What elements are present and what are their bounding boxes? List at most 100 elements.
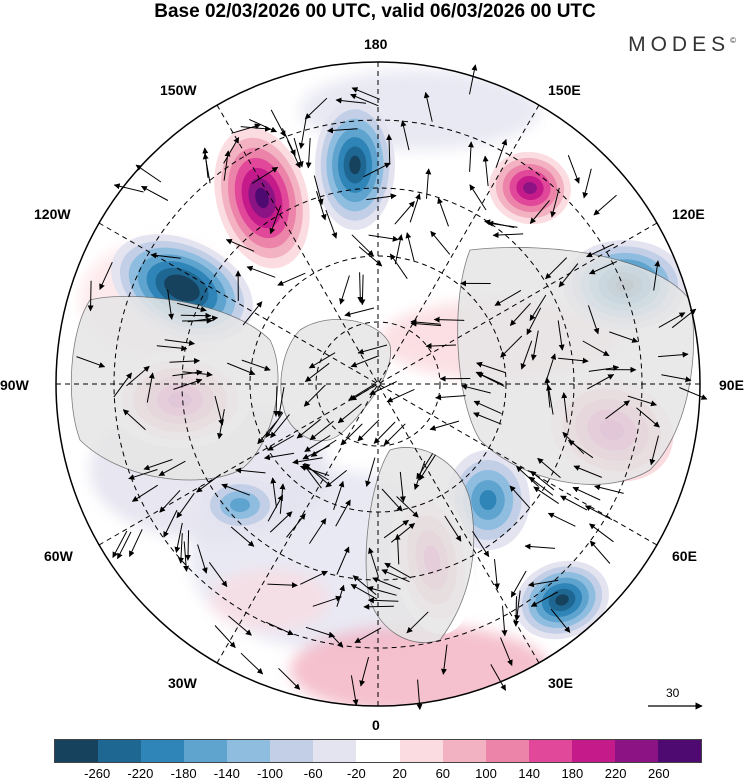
wind-arrow [584, 505, 613, 521]
anomaly-contour [349, 155, 361, 175]
colorbar-tick-label: 100 [475, 766, 497, 781]
wind-arrow [357, 344, 388, 355]
wind-arrow [340, 423, 363, 446]
wind-arrow [287, 140, 301, 169]
wind-arrow [298, 118, 307, 149]
wind-arrow [350, 675, 359, 706]
wind-arrow [129, 529, 143, 558]
wind-arrow [225, 238, 255, 252]
wind-arrow [339, 275, 350, 305]
wind-arrow [560, 495, 588, 511]
wind-arrow [277, 272, 306, 286]
wind-arrow [425, 168, 432, 199]
wind-arrow [128, 469, 158, 480]
wind-arrow [567, 155, 580, 184]
colorbar-swatch [270, 740, 314, 762]
asia-landmass [457, 247, 694, 485]
wind-arrow [605, 400, 630, 420]
wind-arrow [394, 234, 404, 265]
wind-arrow [529, 200, 550, 224]
wind-arrow [509, 302, 531, 326]
wind-arrow [582, 168, 592, 199]
wind-arrow [240, 652, 264, 675]
wind-arrow [231, 123, 261, 134]
wind-arrow [180, 312, 212, 319]
wind-arrow [117, 531, 132, 560]
map-boundary [55, 61, 701, 707]
colorbar-tick-label: -100 [256, 766, 284, 781]
wind-arrow [365, 457, 376, 487]
wind-arrow [296, 418, 321, 439]
wind-arrow [386, 388, 415, 403]
wind-arrow [164, 339, 195, 346]
wind-arrow [267, 435, 295, 451]
wind-arrow [550, 608, 571, 633]
wind-arrow [276, 387, 285, 418]
wind-arrow [87, 280, 94, 312]
wind-arrow [158, 460, 186, 477]
wind-arrow [594, 484, 624, 494]
wind-arrow [467, 141, 474, 172]
wind-arrow [312, 595, 342, 607]
wind-arrow [425, 342, 457, 349]
wind-arrow [533, 486, 559, 505]
wind-arrow [350, 355, 380, 368]
wind-arrow [292, 457, 323, 465]
modes-brand-logo: MODES© [628, 33, 736, 57]
wind-arrow [528, 476, 554, 496]
north-america-landmass [70, 296, 279, 481]
wind-arrow [400, 120, 410, 151]
wind-arrow [112, 530, 128, 559]
wind-arrow [197, 544, 208, 574]
wind-arrow [435, 394, 466, 401]
wind-arrow [163, 509, 178, 538]
colorbar-tick-label: -180 [170, 766, 197, 781]
wind-arrow [325, 470, 348, 488]
wind-arrow [221, 483, 250, 496]
wind-arrow [309, 420, 334, 441]
wind-arrow [476, 372, 505, 387]
wind-arrow [228, 615, 252, 636]
wind-arrow [444, 515, 462, 542]
wind-arrow [482, 155, 489, 187]
wind-arrow [473, 400, 502, 415]
wind-arrow [399, 471, 406, 503]
wind-arrow [529, 294, 547, 322]
wind-arrow [265, 621, 294, 636]
wind-arrow [494, 289, 522, 306]
wind-arrow [313, 175, 324, 206]
wind-arrow [509, 485, 531, 509]
wind-arrow [279, 483, 286, 514]
colorbar-tick-label: 140 [518, 766, 541, 781]
wind-arrow [214, 625, 236, 649]
wind-arrow [196, 473, 221, 493]
wind-arrow [530, 470, 555, 491]
colorbar-tick-label: -140 [213, 766, 240, 781]
wind-arrow [159, 489, 181, 513]
wind-arrow [286, 513, 306, 538]
positive-anomaly-center [207, 117, 317, 279]
wind-arrow [235, 467, 266, 474]
wind-arrow [327, 127, 358, 134]
colorbar [54, 739, 702, 763]
wind-arrow [514, 590, 521, 622]
wind-arrow [582, 340, 610, 357]
wind-arrow [267, 494, 284, 522]
colorbar-ticks: -260 -220 -180 -140 -100 -60 -20 20 60 100 140 180 2… [54, 766, 702, 782]
wind-arrow [336, 546, 350, 575]
brand-copyright-mark: © [730, 36, 736, 45]
wind-arrow [122, 409, 146, 431]
wind-arrow [671, 308, 697, 329]
colorbar-swatch [313, 740, 357, 762]
wind-arrow [344, 307, 375, 317]
wind-arrow [172, 369, 203, 377]
wind-arrow [372, 577, 401, 590]
lon-label-120e: 120E [672, 206, 705, 222]
wind-arrow [305, 137, 312, 169]
lon-label-150e: 150E [548, 82, 581, 98]
wind-arrow [510, 570, 527, 598]
colorbar-tick-label: -220 [127, 766, 154, 781]
wind-arrow [493, 559, 500, 590]
wind-arrow [208, 562, 228, 588]
